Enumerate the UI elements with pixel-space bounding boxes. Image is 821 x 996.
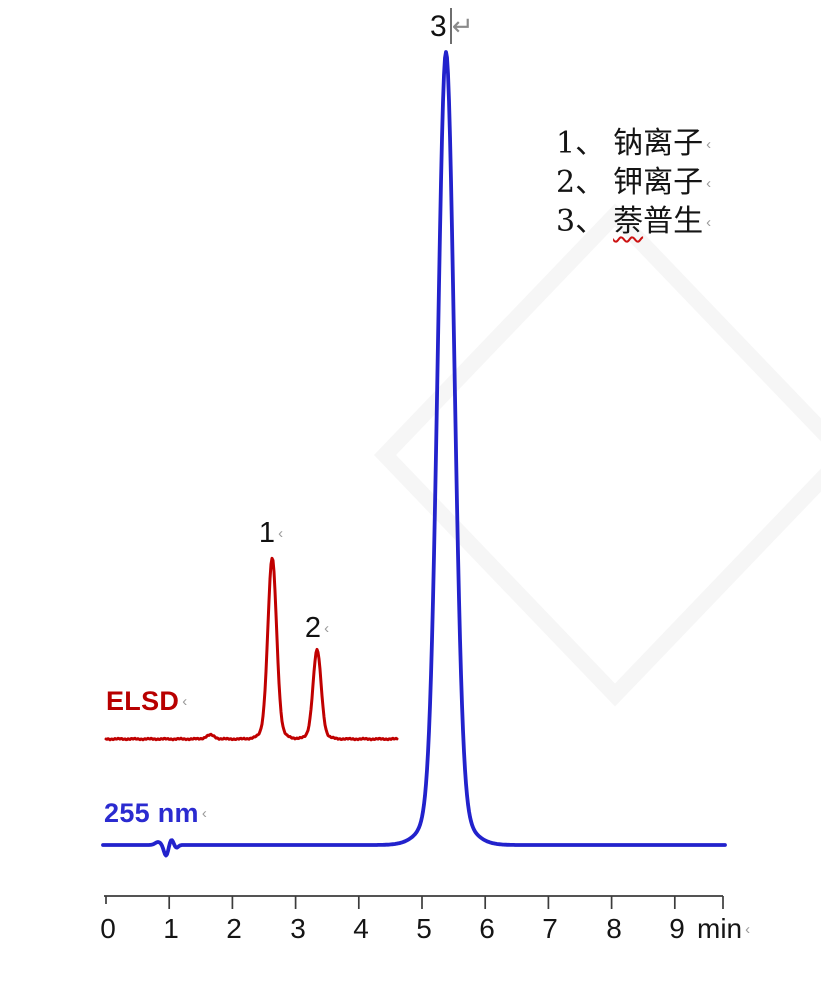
watermark [385,215,821,695]
legend-analyte: 钠离子 [613,126,704,161]
x-axis-unit: min [697,913,743,944]
legend-item-1: 1、 钠离子 ‹ [556,124,711,163]
legend-index: 2、 [556,165,606,200]
legend-analyte: 萘普生 [613,204,704,239]
peak-number-2: 2 [304,612,322,644]
trace-255-nm [101,50,727,858]
trace-elsd [104,556,399,742]
word-mark-icon: ‹ [706,175,712,192]
legend-analyte: 钾离子 [613,165,704,200]
trace-label-elsd: ELSD ‹ [106,686,188,717]
x-tick-label-8: 8 [606,913,622,944]
x-tick-label-2: 2 [226,913,242,944]
legend-index: 3、 [556,204,606,239]
word-mark-icon: ‹ [201,805,208,822]
x-axis-unit-block: min ‹ [697,913,750,945]
text-cursor [449,8,452,44]
legend-index: 1、 [556,126,606,161]
return-mark-icon: ↵ [451,11,474,41]
word-mark-icon: ‹ [278,525,284,542]
word-mark-icon: ‹ [706,214,712,231]
word-mark-icon: ‹ [706,136,712,153]
peak-number-3: 3 [430,10,447,43]
word-mark-icon: ‹ [745,921,751,938]
x-tick-label-0: 0 [100,913,116,944]
trace-label-255nm: 255 nm ‹ [104,798,207,829]
peak-legend: 1、 钠离子 ‹ 2、 钾离子 ‹ 3、 萘普生 ‹ [556,124,711,241]
x-tick-label-9: 9 [669,913,685,944]
x-tick-label-7: 7 [542,913,558,944]
peak-label-3: 3 ↵ [430,8,473,44]
legend-item-3: 3、 萘普生 ‹ [556,202,711,241]
x-tick-label-6: 6 [479,913,495,944]
legend-item-2: 2、 钾离子 ‹ [556,163,711,202]
word-mark-icon: ‹ [324,620,330,637]
peak-number-1: 1 [258,517,276,549]
x-tick-label-5: 5 [416,913,432,944]
x-tick-label-1: 1 [163,913,179,944]
x-tick-label-3: 3 [290,913,306,944]
word-mark-icon: ‹ [182,693,188,710]
detector-name: 255 nm [104,798,199,828]
x-tick-label-4: 4 [353,913,369,944]
peak-label-2: 2 ‹ [295,612,339,645]
detector-name: ELSD [106,686,180,716]
peak-label-1: 1 ‹ [249,517,293,550]
